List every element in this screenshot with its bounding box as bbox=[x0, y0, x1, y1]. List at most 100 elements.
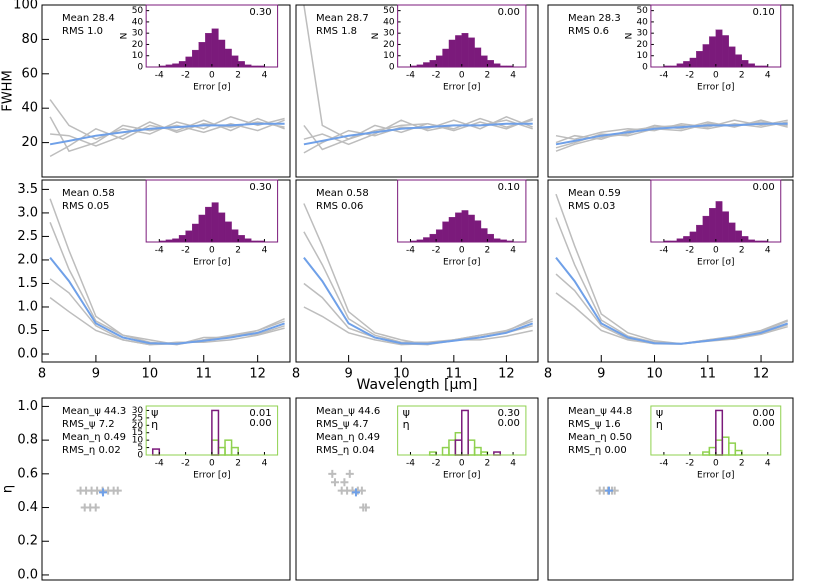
histogram-bar bbox=[224, 48, 232, 68]
histogram-bar bbox=[238, 235, 245, 243]
line-series bbox=[49, 99, 285, 141]
histogram-bar bbox=[715, 201, 723, 243]
inset-x-tick-label: 4 bbox=[510, 71, 516, 81]
line-series bbox=[49, 122, 285, 146]
inset-frame bbox=[650, 4, 782, 68]
inset-x-tick-label: -2 bbox=[181, 246, 190, 256]
inset-frame bbox=[650, 405, 782, 456]
series-label: 0.00 bbox=[752, 182, 774, 193]
y-axis-label: FWHM bbox=[1, 70, 16, 111]
inset-x-label: Error [σ] bbox=[193, 258, 231, 268]
histogram-bar bbox=[683, 61, 691, 68]
inset-x-tick-label: -4 bbox=[406, 246, 415, 256]
inset-y-label: N bbox=[120, 33, 130, 40]
inset-x-tick-label: 2 bbox=[485, 71, 491, 81]
annotation: RMS_η 0.04 bbox=[316, 445, 375, 456]
inset-x-tick-label: 2 bbox=[739, 459, 745, 469]
y-axis-label: η bbox=[1, 485, 16, 493]
inset-x-tick-label: -4 bbox=[155, 459, 164, 469]
inset-y-tick-label: 50 bbox=[383, 6, 395, 16]
series-label: 0.00 bbox=[752, 408, 774, 419]
annotation: RMS 1.8 bbox=[316, 26, 357, 37]
annotation: Mean 28.3 bbox=[568, 13, 621, 24]
inset-x-label: Error [σ] bbox=[443, 258, 481, 268]
inset-x-tick-label: 0 bbox=[713, 459, 719, 469]
annotation: RMS 0.06 bbox=[316, 201, 363, 212]
series-label: 0.30 bbox=[249, 7, 271, 18]
histogram-bar bbox=[474, 47, 482, 68]
series-name: ψ bbox=[403, 406, 410, 419]
panel-frame bbox=[547, 397, 794, 581]
histogram-bar bbox=[696, 224, 703, 243]
y-tick-label: 0.4 bbox=[17, 500, 38, 515]
series-name: ψ bbox=[656, 406, 663, 419]
panel-frame bbox=[41, 397, 291, 581]
x-tick-label: 9 bbox=[92, 367, 100, 382]
x-tick-label: 9 bbox=[597, 367, 605, 382]
y-tick-label: 0.0 bbox=[17, 567, 38, 582]
inset-x-tick-label: 0 bbox=[459, 246, 465, 256]
inset-x-tick-label: 0 bbox=[209, 71, 215, 81]
series-label: 0.10 bbox=[498, 182, 520, 193]
y-tick-label: 60 bbox=[21, 66, 38, 81]
annotation: RMS_ψ 4.7 bbox=[316, 419, 369, 430]
inset-y-tick-label: 10 bbox=[132, 436, 144, 446]
histogram-bar bbox=[468, 37, 475, 68]
histogram-bar bbox=[741, 236, 749, 243]
point bbox=[113, 486, 122, 495]
series-label: 0.00 bbox=[249, 418, 271, 429]
y-tick-label: 2.0 bbox=[17, 252, 38, 267]
y-tick-label: 100 bbox=[13, 0, 38, 13]
inset-x-tick-label: 4 bbox=[262, 459, 268, 469]
x-tick-label: 11 bbox=[700, 367, 717, 382]
histogram-bar bbox=[198, 42, 206, 68]
x-tick-label: 11 bbox=[195, 367, 212, 382]
inset-x-tick-label: -2 bbox=[685, 459, 694, 469]
inset-y-tick-label: 0 bbox=[389, 63, 395, 73]
histogram-bar bbox=[192, 49, 199, 68]
series-name: η bbox=[403, 418, 410, 431]
inset-x-tick-label: -2 bbox=[181, 459, 190, 469]
inset-x-tick-label: -4 bbox=[659, 71, 668, 81]
annotation: RMS_ψ 1.6 bbox=[568, 419, 621, 430]
histogram-bar bbox=[178, 61, 186, 68]
histogram-bar bbox=[741, 60, 749, 68]
inset-x-tick-label: 0 bbox=[459, 71, 465, 81]
y-tick-label: 3.5 bbox=[17, 182, 38, 197]
histogram-bar bbox=[748, 63, 755, 68]
histogram-bar bbox=[224, 221, 232, 243]
histogram-bar bbox=[423, 237, 430, 243]
histogram-bar bbox=[683, 236, 691, 243]
inset-x-tick-label: -4 bbox=[406, 71, 415, 81]
series-name: η bbox=[656, 418, 663, 431]
inset-x-tick-label: -4 bbox=[659, 459, 668, 469]
inset-y-tick-label: 10 bbox=[383, 51, 395, 61]
histogram-bar bbox=[423, 62, 430, 68]
y-tick-label: 3.0 bbox=[17, 205, 38, 220]
histogram-bar bbox=[676, 238, 684, 243]
annotation: RMS_η 0.02 bbox=[62, 445, 121, 456]
histogram-bar bbox=[429, 60, 437, 68]
annotation: RMS 1.0 bbox=[62, 26, 103, 37]
inset-x-label: Error [σ] bbox=[193, 83, 231, 93]
point bbox=[99, 488, 108, 497]
inset-y-tick-label: 10 bbox=[636, 51, 648, 61]
inset-y-label: N bbox=[371, 33, 381, 40]
histogram-bar bbox=[172, 63, 180, 68]
inset-x-tick-label: 4 bbox=[765, 459, 771, 469]
histogram-bar bbox=[735, 54, 742, 68]
x-tick-label: 10 bbox=[142, 367, 159, 382]
inset-x-tick-label: -4 bbox=[406, 459, 415, 469]
annotation: Mean 28.7 bbox=[316, 13, 369, 24]
inset-y-tick-label: 30 bbox=[132, 406, 144, 416]
x-tick-label: 8 bbox=[38, 367, 46, 382]
histogram-bar bbox=[715, 29, 723, 68]
inset-x-label: Error [σ] bbox=[193, 471, 231, 481]
inset-y-tick-label: 40 bbox=[132, 17, 144, 27]
inset-x-tick-label: 2 bbox=[739, 246, 745, 256]
histogram-bar bbox=[493, 63, 501, 68]
histogram-bar bbox=[192, 223, 199, 243]
histogram-bar bbox=[211, 202, 219, 243]
annotation: Mean_ψ 44.6 bbox=[316, 406, 380, 417]
